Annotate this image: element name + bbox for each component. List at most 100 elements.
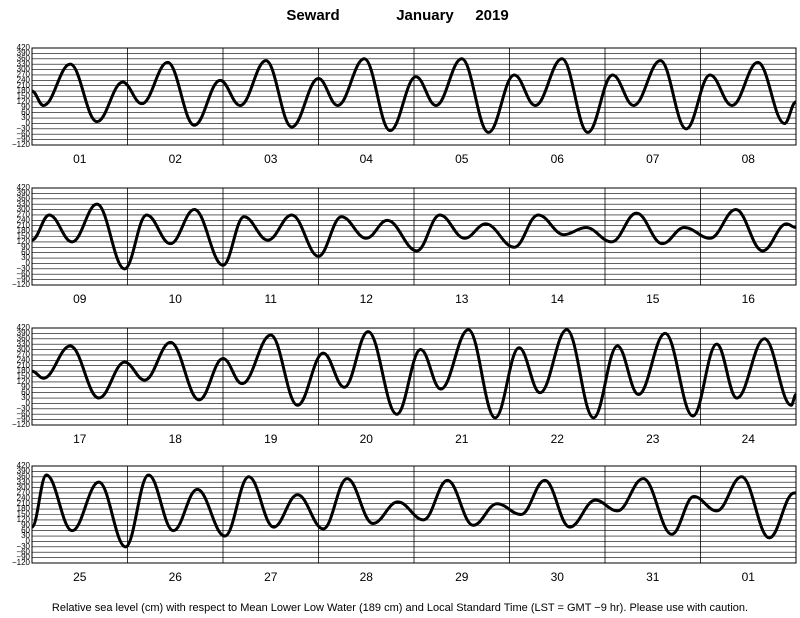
station: Seward bbox=[286, 7, 339, 24]
x-tick-label: 25 bbox=[73, 570, 87, 584]
y-tick-label: −60 bbox=[16, 547, 30, 556]
y-tick-label: 90 bbox=[21, 382, 30, 391]
y-tick-label: 120 bbox=[17, 377, 31, 386]
x-tick-label: 31 bbox=[646, 570, 660, 584]
x-tick-label: 06 bbox=[551, 152, 565, 166]
y-tick-label: 240 bbox=[17, 493, 31, 502]
x-tick-label: 07 bbox=[646, 152, 660, 166]
y-tick-label: −30 bbox=[16, 404, 30, 413]
year: 2019 bbox=[475, 7, 508, 24]
tide-line bbox=[30, 473, 796, 549]
x-tick-label: 24 bbox=[742, 432, 756, 446]
y-tick-label: 330 bbox=[17, 59, 31, 68]
y-tick-label: 270 bbox=[17, 488, 31, 497]
y-tick-label: 210 bbox=[17, 81, 31, 90]
y-tick-label: 420 bbox=[17, 323, 31, 332]
x-tick-label: 03 bbox=[264, 152, 278, 166]
x-tick-label: 01 bbox=[73, 152, 87, 166]
y-tick-label: 390 bbox=[17, 466, 31, 475]
x-tick-label: 21 bbox=[455, 432, 469, 446]
y-tick-label: 420 bbox=[17, 461, 31, 470]
tide-line bbox=[31, 202, 797, 271]
x-tick-label: 23 bbox=[646, 432, 660, 446]
y-tick-label: 30 bbox=[21, 253, 30, 262]
y-tick-label: 390 bbox=[17, 188, 31, 197]
y-tick-label: 120 bbox=[17, 97, 31, 106]
y-tick-label: 240 bbox=[17, 75, 31, 84]
y-tick-label: −120 bbox=[12, 280, 31, 289]
x-tick-label: 20 bbox=[360, 432, 374, 446]
x-tick-label: 28 bbox=[360, 570, 374, 584]
y-tick-label: 30 bbox=[21, 113, 30, 122]
x-tick-label: 13 bbox=[455, 292, 469, 306]
y-tick-label: −30 bbox=[16, 264, 30, 273]
y-tick-label: 120 bbox=[17, 237, 31, 246]
x-tick-label: 29 bbox=[455, 570, 469, 584]
y-tick-label: 270 bbox=[17, 210, 31, 219]
y-tick-label: 0 bbox=[26, 399, 31, 408]
y-tick-label: 0 bbox=[26, 537, 31, 546]
x-tick-label: 18 bbox=[169, 432, 183, 446]
tide-line bbox=[31, 328, 797, 420]
y-tick-label: 330 bbox=[17, 477, 31, 486]
plot-frame bbox=[31, 47, 797, 146]
y-tick-label: 360 bbox=[17, 334, 31, 343]
y-tick-label: −120 bbox=[12, 420, 31, 429]
y-tick-label: 90 bbox=[21, 102, 30, 111]
x-tick-label: 12 bbox=[360, 292, 374, 306]
x-tick-label: 05 bbox=[455, 152, 469, 166]
y-tick-label: 0 bbox=[26, 119, 31, 128]
y-tick-label: −60 bbox=[16, 409, 30, 418]
tide-line bbox=[31, 57, 797, 134]
y-tick-label: 150 bbox=[17, 232, 31, 241]
y-tick-label: −60 bbox=[16, 269, 30, 278]
y-tick-label: 210 bbox=[17, 361, 31, 370]
y-tick-label: 300 bbox=[17, 65, 31, 74]
y-tick-label: 360 bbox=[17, 194, 31, 203]
y-tick-label: 390 bbox=[17, 328, 31, 337]
y-tick-label: −30 bbox=[16, 124, 30, 133]
y-tick-label: 360 bbox=[17, 472, 31, 481]
y-tick-label: 300 bbox=[17, 205, 31, 214]
x-tick-label: 16 bbox=[742, 292, 756, 306]
y-tick-label: 150 bbox=[17, 372, 31, 381]
y-tick-label: 390 bbox=[17, 48, 31, 57]
footnote: Relative sea level (cm) with respect to … bbox=[52, 602, 748, 614]
y-tick-label: −90 bbox=[16, 135, 30, 144]
y-tick-label: 90 bbox=[21, 242, 30, 251]
plot-frame bbox=[31, 187, 797, 286]
x-tick-label: 30 bbox=[551, 570, 565, 584]
x-tick-label: 04 bbox=[360, 152, 374, 166]
y-tick-label: 210 bbox=[17, 221, 31, 230]
x-tick-label: 19 bbox=[264, 432, 278, 446]
y-tick-label: 300 bbox=[17, 345, 31, 354]
y-tick-label: 240 bbox=[17, 355, 31, 364]
x-tick-label: 09 bbox=[73, 292, 87, 306]
y-tick-label: 150 bbox=[17, 510, 31, 519]
x-tick-label: 27 bbox=[264, 570, 278, 584]
y-tick-label: −60 bbox=[16, 129, 30, 138]
y-tick-label: 30 bbox=[21, 393, 30, 402]
y-tick-label: 150 bbox=[17, 92, 31, 101]
y-tick-label: −120 bbox=[12, 558, 31, 567]
y-tick-label: 180 bbox=[17, 86, 31, 95]
x-tick-label: 01 bbox=[742, 570, 756, 584]
plot-frame bbox=[31, 465, 797, 564]
y-tick-label: 120 bbox=[17, 515, 31, 524]
y-tick-label: 180 bbox=[17, 226, 31, 235]
y-tick-label: −90 bbox=[16, 553, 30, 562]
x-tick-label: 08 bbox=[742, 152, 756, 166]
x-tick-label: 02 bbox=[169, 152, 183, 166]
y-tick-label: 360 bbox=[17, 54, 31, 63]
y-tick-label: 60 bbox=[21, 108, 30, 117]
y-tick-label: 60 bbox=[21, 526, 30, 535]
y-tick-label: 240 bbox=[17, 215, 31, 224]
plot-frame bbox=[31, 327, 797, 426]
x-tick-label: 26 bbox=[169, 570, 183, 584]
y-tick-label: 90 bbox=[21, 520, 30, 529]
y-tick-label: 30 bbox=[21, 531, 30, 540]
y-tick-label: −120 bbox=[12, 140, 31, 149]
x-tick-label: 17 bbox=[73, 432, 87, 446]
y-tick-label: 420 bbox=[17, 183, 31, 192]
